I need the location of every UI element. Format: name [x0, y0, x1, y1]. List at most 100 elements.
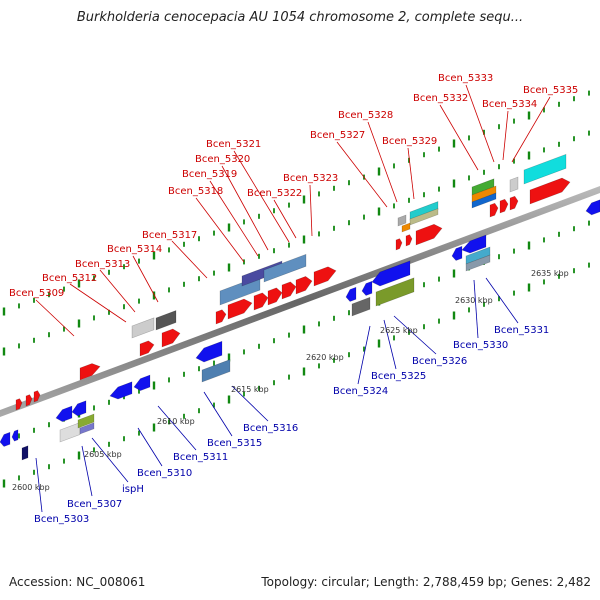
leader-line	[132, 255, 159, 303]
gene-shape	[351, 296, 371, 317]
gene-shape	[397, 214, 407, 227]
leader-line	[137, 427, 163, 467]
gene-shape	[295, 276, 313, 295]
gene-shape	[375, 277, 415, 307]
gene-features[interactable]	[0, 153, 600, 461]
gene-shape	[79, 422, 95, 435]
gene-label[interactable]: Bcen_5330	[453, 340, 508, 351]
gene-label[interactable]: Bcen_5331	[494, 325, 549, 336]
leader-line	[383, 319, 397, 370]
gene-label[interactable]: Bcen_5307	[67, 499, 122, 510]
leader-line	[209, 180, 259, 257]
gene-label[interactable]: Bcen_5325	[371, 371, 426, 382]
gene-label[interactable]: Bcen_5332	[413, 93, 468, 104]
gene-label[interactable]: Bcen_5318	[168, 186, 223, 197]
leader-line	[35, 457, 43, 513]
gene-shape	[155, 310, 177, 331]
gene-label[interactable]: Bcen_5311	[173, 452, 228, 463]
leader-line	[171, 240, 208, 279]
leader-line	[157, 405, 197, 451]
gene-label[interactable]: Bcen_5312	[42, 273, 97, 284]
gene-label[interactable]: Bcen_5322	[247, 188, 302, 199]
leader-line	[233, 150, 290, 243]
topology-text: Topology: circular; Length: 2,788,459 bp…	[261, 575, 591, 589]
leader-line	[221, 165, 269, 251]
gene-shape	[79, 363, 101, 381]
map-title: Burkholderia cenocepacia AU 1054 chromos…	[76, 10, 524, 25]
gene-shape	[267, 287, 283, 306]
gene-label[interactable]: Bcen_5327	[310, 130, 365, 141]
gene-shape	[25, 394, 33, 407]
reverse-gene-labels: Bcen_5303 Bcen_5307 ispH Bcen_5310 Bcen_…	[34, 325, 549, 525]
leader-line	[91, 437, 129, 483]
gene-shape	[33, 390, 41, 403]
scale-label: 2620 kbp	[306, 353, 344, 362]
leader-line	[336, 141, 388, 208]
leader-line	[473, 279, 479, 339]
gene-shape	[215, 309, 227, 325]
leader-line	[502, 110, 509, 161]
gene-label[interactable]: Bcen_5314	[107, 244, 162, 255]
gene-shape	[139, 340, 155, 357]
gene-shape	[15, 398, 23, 411]
gene-shape	[313, 266, 337, 287]
gene-label[interactable]: Bcen_5303	[34, 514, 89, 525]
gene-label[interactable]: Bcen_5315	[207, 438, 262, 449]
scale-label: 2615 kbp	[231, 385, 269, 394]
gene-shape	[509, 176, 519, 193]
gene-label[interactable]: Bcen_5316	[243, 423, 298, 434]
leader-line	[203, 391, 233, 437]
gene-shape	[227, 298, 253, 320]
gene-shape	[11, 429, 19, 442]
gene-shape	[461, 234, 487, 254]
gene-label[interactable]: Bcen_5313	[75, 259, 130, 270]
leader-line	[357, 325, 371, 385]
gene-label[interactable]: Bcen_5326	[412, 356, 467, 367]
leader-line	[99, 269, 136, 313]
scale-label: 2635 kbp	[531, 269, 569, 278]
leader-line	[407, 147, 415, 200]
gene-shape	[529, 177, 571, 205]
leader-line	[367, 121, 398, 203]
leader-line	[231, 385, 269, 422]
leader-line	[35, 299, 75, 337]
gene-shape	[409, 208, 439, 226]
gene-shape	[59, 422, 81, 443]
gene-label[interactable]: Bcen_5324	[333, 386, 388, 397]
leader-line	[393, 315, 437, 355]
gene-label[interactable]: Bcen_5319	[182, 169, 237, 180]
leader-line	[511, 96, 551, 163]
gene-shape	[361, 280, 373, 296]
gene-shape	[109, 381, 133, 400]
gene-label[interactable]: Bcen_5310	[137, 468, 192, 479]
scale-label: 2605 kbp	[84, 450, 122, 459]
scale-label: 2610 kbp	[157, 417, 195, 426]
chromosome-axis	[0, 186, 600, 417]
gene-shape	[395, 238, 403, 251]
gene-shape	[489, 202, 499, 218]
gene-shape	[201, 359, 231, 383]
gene-label[interactable]: Bcen_5317	[142, 230, 197, 241]
leader-line	[273, 199, 297, 239]
gene-shape	[451, 245, 463, 261]
gene-label[interactable]: Bcen_5321	[206, 139, 261, 150]
gene-shape	[253, 292, 269, 311]
gene-label[interactable]: Bcen_5329	[382, 136, 437, 147]
gene-label[interactable]: Bcen_5328	[338, 110, 393, 121]
gene-label[interactable]: Bcen_5334	[482, 99, 537, 110]
gene-shape	[55, 405, 73, 422]
gene-label[interactable]: Bcen_5335	[523, 85, 578, 96]
gene-shape	[345, 286, 357, 302]
gene-shape	[585, 199, 600, 216]
gene-shape	[471, 192, 497, 209]
gene-shape	[131, 317, 155, 339]
gene-label[interactable]: ispH	[122, 484, 144, 495]
leader-line	[309, 184, 313, 237]
gene-shape	[371, 260, 411, 287]
gene-label[interactable]: Bcen_5309	[9, 288, 64, 299]
gene-label[interactable]: Bcen_5333	[438, 73, 493, 84]
gene-label[interactable]: Bcen_5320	[195, 154, 250, 165]
gene-label[interactable]: Bcen_5323	[283, 173, 338, 184]
gene-shape	[21, 445, 29, 461]
